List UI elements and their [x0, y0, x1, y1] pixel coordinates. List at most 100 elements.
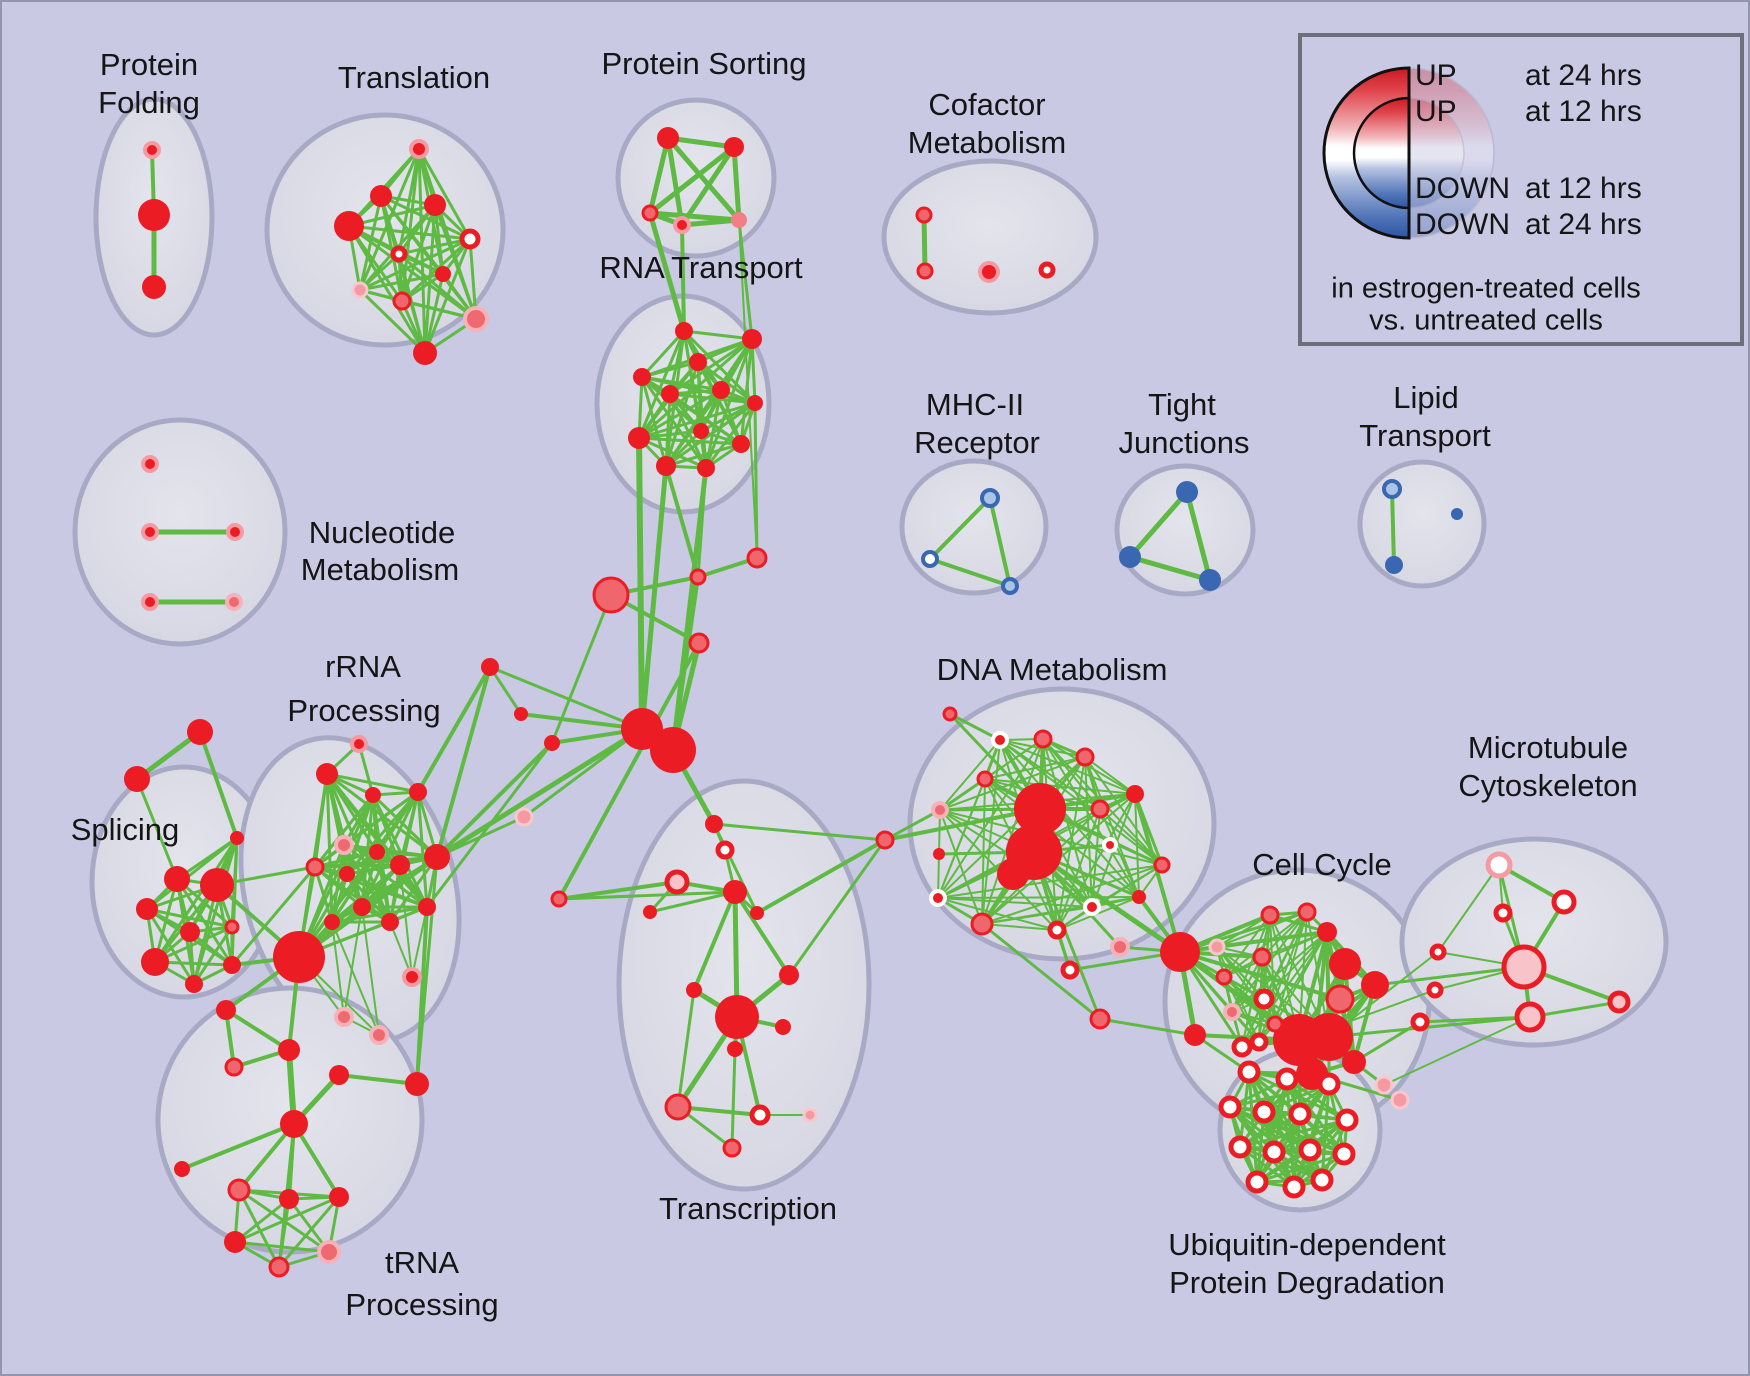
network-node: [1317, 1072, 1341, 1096]
network-edge: [1262, 1110, 1324, 1182]
network-node: [1298, 1138, 1322, 1162]
network-node: [1332, 1142, 1356, 1166]
cluster-label-ubiquitin-dependent-protein-degradation: Ubiquitin-dependent: [1168, 1227, 1446, 1262]
cluster-bubble-lipid-transport: [1357, 459, 1487, 589]
network-edge: [1184, 489, 1213, 583]
network-edge: [984, 756, 1086, 780]
cluster-label-lipid-transport: Transport: [1359, 418, 1491, 453]
network-edge: [1255, 1152, 1346, 1184]
network-node: [1551, 889, 1577, 915]
network-node: [187, 719, 213, 745]
network-edge: [665, 135, 685, 228]
network-node: [316, 763, 338, 785]
cluster-label-tight-junctions: Tight: [1148, 387, 1216, 422]
network-edge: [640, 375, 708, 470]
legend-row-label: DOWN: [1415, 208, 1510, 241]
network-node: [424, 194, 446, 216]
network-edge: [704, 401, 757, 470]
cluster-label-cofactor-metabolism: Metabolism: [908, 125, 1067, 160]
network-edge: [682, 329, 754, 341]
network-node: [802, 1107, 818, 1123]
network-edge: [639, 463, 669, 732]
network-edge: [1133, 792, 1182, 954]
network-edge: [468, 237, 478, 321]
network-node: [1047, 920, 1067, 940]
network-edge: [1056, 756, 1086, 931]
network-edge: [636, 435, 645, 732]
network-edge: [192, 925, 234, 986]
network-edge: [921, 212, 928, 274]
network-node: [334, 211, 364, 241]
network-node: [409, 139, 429, 159]
network-node: [916, 262, 934, 280]
network-node: [673, 216, 691, 234]
network-node: [268, 1256, 290, 1278]
network-edge: [696, 360, 757, 405]
network-node: [1317, 922, 1337, 942]
cluster-bubble-transcription: [616, 778, 872, 1192]
network-node: [1184, 1024, 1206, 1046]
network-node: [370, 185, 392, 207]
network-node: [915, 206, 933, 224]
network-node: [1252, 947, 1272, 967]
network-node: [742, 329, 762, 349]
cluster-label-lipid-transport: Lipid: [1393, 380, 1459, 415]
network-edge: [676, 988, 696, 1109]
network-edge: [981, 896, 1140, 925]
network-node: [1132, 890, 1146, 904]
network-node: [424, 844, 450, 870]
network-edge: [637, 388, 723, 440]
network-edge: [680, 223, 686, 333]
network-node: [1126, 785, 1144, 803]
network-node: [435, 266, 451, 282]
network-edge: [313, 793, 375, 869]
cluster-label-tight-junctions: Junctions: [1119, 425, 1250, 460]
network-node: [216, 1000, 236, 1020]
network-node: [514, 707, 528, 721]
network-edge: [1261, 911, 1308, 958]
network-edge: [948, 712, 1002, 742]
network-node: [1329, 948, 1361, 980]
network-node: [226, 523, 244, 541]
network-node: [997, 858, 1029, 890]
network-edge: [696, 466, 708, 579]
network-node: [369, 1025, 389, 1045]
network-node: [369, 844, 385, 860]
network-edge: [375, 850, 392, 924]
network-node: [353, 898, 371, 916]
network-node: [1429, 943, 1447, 961]
network-edge: [668, 392, 757, 405]
network-node: [643, 905, 657, 919]
network-node: [1260, 905, 1280, 925]
network-node: [324, 914, 340, 930]
network-edge: [637, 329, 686, 440]
network-edge: [343, 906, 363, 1018]
network-edge: [676, 1105, 762, 1117]
cluster-label-protein-folding: Folding: [98, 85, 200, 120]
network-node: [280, 1110, 308, 1138]
network-edge: [665, 135, 737, 150]
network-node: [143, 141, 161, 159]
network-node: [621, 708, 663, 750]
network-node: [409, 783, 427, 801]
network-edge: [358, 237, 472, 292]
network-edge: [423, 272, 445, 355]
network-edge: [692, 890, 737, 992]
network-edge: [397, 252, 478, 321]
network-edge: [233, 1195, 341, 1244]
network-edge: [988, 496, 1012, 588]
legend-row-time: at 12 hrs: [1525, 95, 1642, 128]
network-node: [1410, 1012, 1430, 1032]
network-node: [978, 261, 1000, 283]
network-node: [661, 385, 679, 403]
network-edge: [313, 855, 439, 869]
network-edge: [937, 897, 1058, 931]
legend-footer-line: vs. untreated cells: [1369, 305, 1603, 337]
network-edge: [704, 337, 754, 470]
network-node: [1390, 1090, 1410, 1110]
network-edge: [557, 890, 737, 901]
network-edge: [292, 1122, 341, 1199]
network-edge: [937, 864, 1163, 899]
network-edge: [647, 135, 671, 216]
